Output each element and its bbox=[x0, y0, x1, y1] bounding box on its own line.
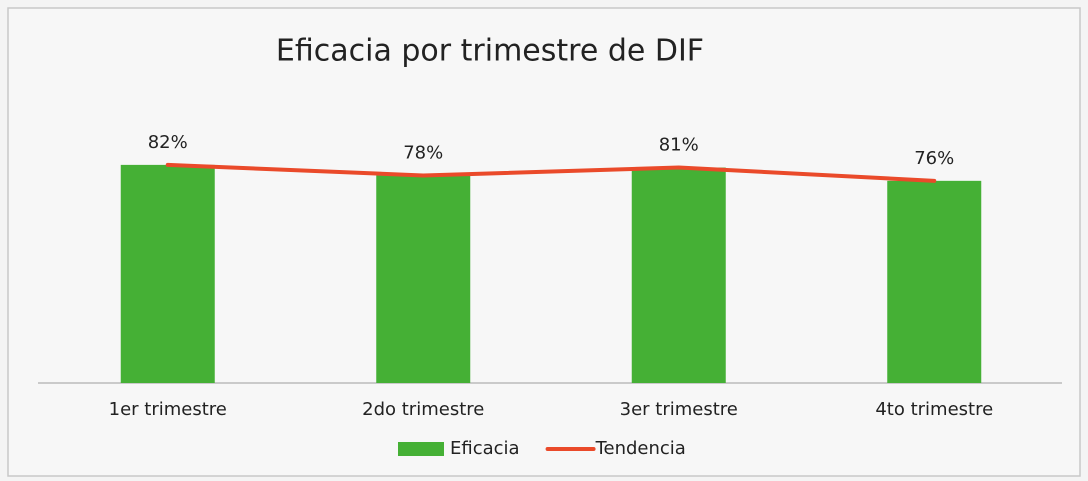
bar bbox=[631, 167, 726, 383]
legend-label: Tendencia bbox=[595, 438, 686, 459]
bar bbox=[376, 175, 471, 383]
trend-line bbox=[165, 162, 937, 183]
x-tick-label: 2do trimestre bbox=[362, 399, 484, 420]
bar bbox=[887, 180, 982, 383]
x-tick-label: 4to trimestre bbox=[875, 399, 993, 420]
data-label: 78% bbox=[403, 143, 443, 164]
x-tick-label: 1er trimestre bbox=[109, 399, 227, 420]
bar bbox=[120, 164, 215, 383]
legend-label: Eficacia bbox=[450, 438, 520, 459]
data-label: 81% bbox=[659, 135, 699, 156]
chart-title: Eficacia por trimestre de DIF bbox=[276, 34, 704, 69]
data-label: 82% bbox=[148, 132, 188, 153]
x-tick-label: 3er trimestre bbox=[620, 399, 738, 420]
data-label: 76% bbox=[914, 148, 954, 169]
legend-swatch bbox=[398, 442, 444, 456]
